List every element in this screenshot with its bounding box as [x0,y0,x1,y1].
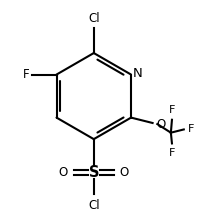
Text: F: F [188,124,194,135]
Text: N: N [133,67,142,80]
Text: Cl: Cl [88,12,100,25]
Text: O: O [120,166,129,179]
Text: Cl: Cl [88,199,100,212]
Text: F: F [23,68,29,81]
Text: F: F [169,105,175,115]
Text: F: F [169,148,175,158]
Text: O: O [157,118,166,131]
Text: O: O [59,166,68,179]
Text: S: S [89,165,99,180]
